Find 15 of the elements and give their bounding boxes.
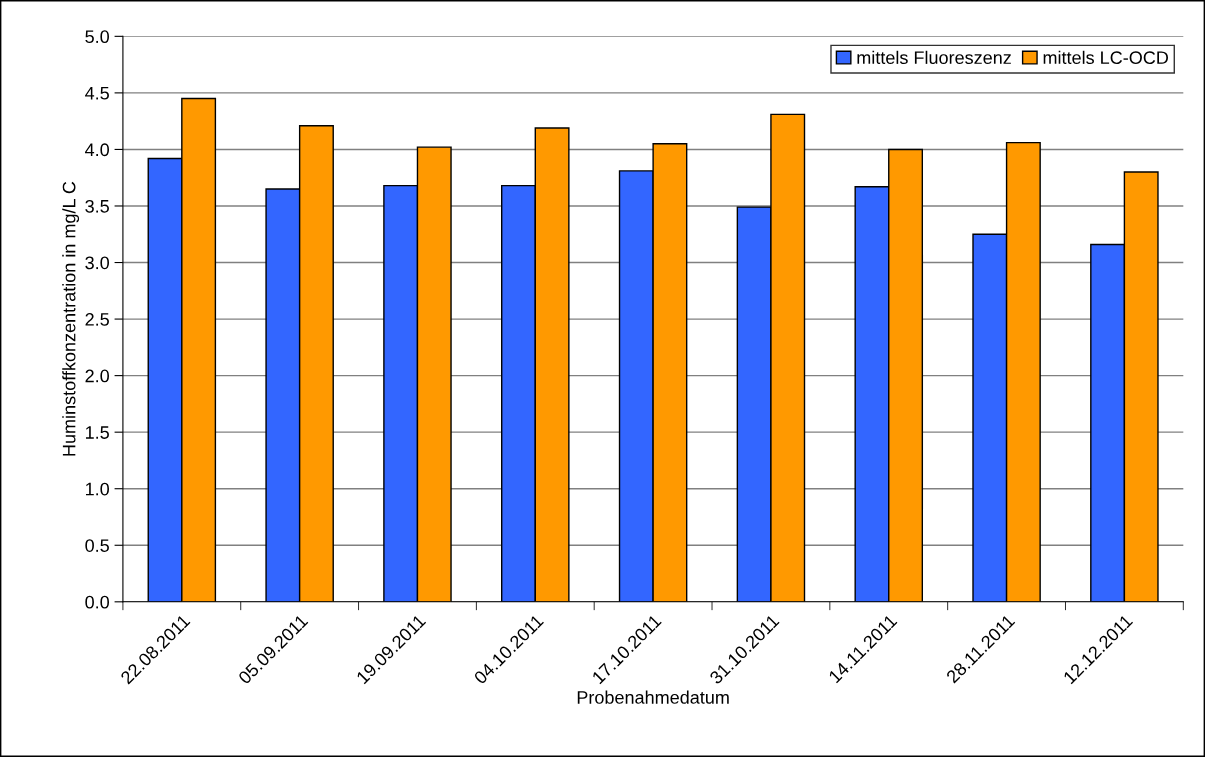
y-tick-label: 1.0 — [86, 482, 110, 496]
legend-label: mittels Fluoreszenz — [857, 50, 1011, 65]
y-tick-label: 0.5 — [85, 539, 109, 552]
legend-label: mittels LC-OCD — [1043, 50, 1169, 65]
y-tick-label: 2.5 — [85, 313, 109, 326]
y-tick-label: 3.0 — [85, 256, 110, 270]
y-tick-label: 1.5 — [86, 426, 109, 439]
y-tick-label: 0.0 — [85, 595, 110, 609]
y-tick-label: 3.5 — [85, 199, 109, 213]
y-axis-title: Huminstoffkonzentration in mg/L C — [62, 181, 80, 456]
y-tick-label: 4.0 — [85, 143, 110, 157]
y-tick-label: 2.0 — [85, 369, 110, 383]
y-tick-label: 4.5 — [85, 87, 109, 100]
x-axis-title: Probenahmedatum — [577, 690, 729, 704]
y-tick-label: 5.0 — [85, 30, 110, 44]
